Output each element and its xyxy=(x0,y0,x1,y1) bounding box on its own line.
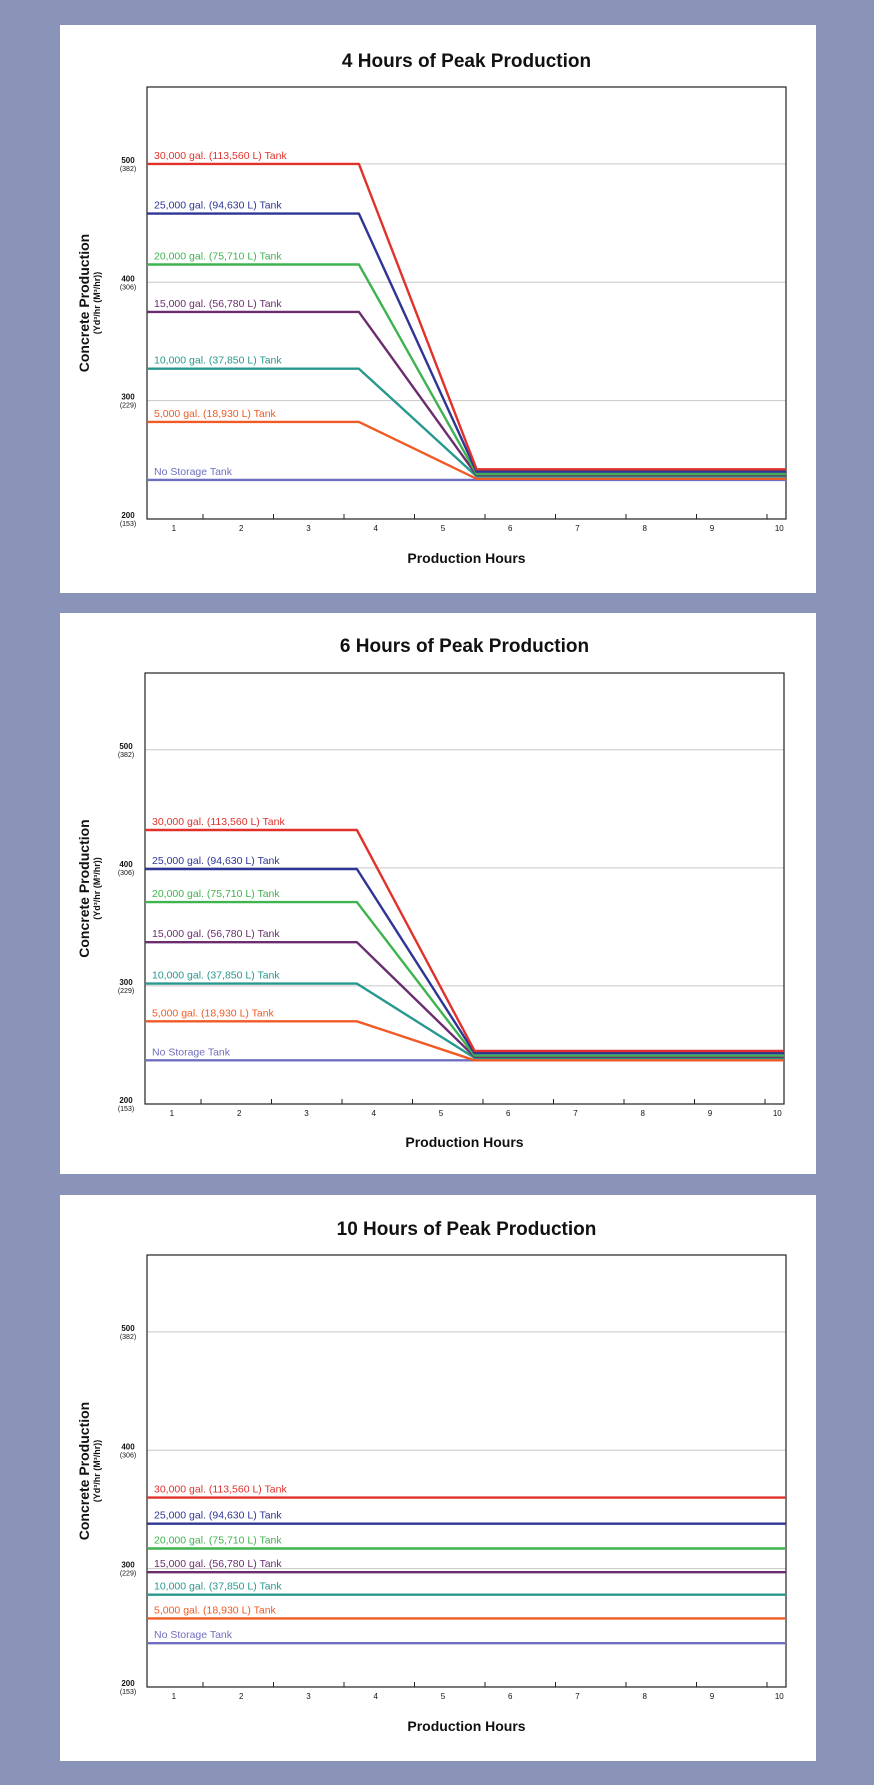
x-tick-label: 10 xyxy=(775,524,784,533)
x-tick-label: 6 xyxy=(506,1109,511,1118)
x-tick-label: 8 xyxy=(643,1692,648,1701)
series-label-15-000-gal-56-780-l-tank: 15,000 gal. (56,780 L) Tank xyxy=(152,928,280,940)
x-tick-label: 1 xyxy=(172,1692,177,1701)
y-axis-subtitle: (Yd³/hr (M³/hr)) xyxy=(92,1440,102,1502)
x-axis-title: Production Hours xyxy=(405,1134,523,1150)
series-label-25-000-gal-94-630-l-tank: 25,000 gal. (94,630 L) Tank xyxy=(154,200,282,212)
y-tick-label: 500 xyxy=(121,1324,135,1333)
y-axis-subtitle: (Yd³/hr (M³/hr)) xyxy=(92,272,102,334)
x-axis-title: Production Hours xyxy=(407,550,525,566)
y-tick-label: 500 xyxy=(119,742,133,751)
y-tick-sublabel: (306) xyxy=(120,1452,136,1459)
series-label-5-000-gal-18-930-l-tank: 5,000 gal. (18,930 L) Tank xyxy=(152,1007,275,1019)
y-tick-label: 400 xyxy=(121,1442,135,1451)
x-tick-label: 10 xyxy=(773,1109,782,1118)
series-label-no-storage-tank: No Storage Tank xyxy=(154,466,233,478)
y-tick-label: 300 xyxy=(119,978,133,987)
series-label-30-000-gal-113-560-l-tank: 30,000 gal. (113,560 L) Tank xyxy=(152,816,285,828)
x-tick-label: 8 xyxy=(641,1109,646,1118)
series-label-10-000-gal-37-850-l-tank: 10,000 gal. (37,850 L) Tank xyxy=(154,355,282,367)
chart-svg: 4 Hours of Peak Production 200(153) 300(22… xyxy=(60,25,816,593)
x-tick-label: 1 xyxy=(172,524,177,533)
y-tick-sublabel: (382) xyxy=(120,1334,136,1341)
y-tick-label: 300 xyxy=(121,393,135,402)
y-tick-sublabel: (229) xyxy=(120,1571,136,1578)
y-tick-sublabel: (153) xyxy=(120,1689,136,1696)
x-tick-label: 10 xyxy=(775,1692,784,1701)
y-tick-label: 500 xyxy=(121,156,135,165)
x-tick-label: 2 xyxy=(237,1109,242,1118)
series-label-5-000-gal-18-930-l-tank: 5,000 gal. (18,930 L) Tank xyxy=(154,1604,277,1616)
y-tick-label: 200 xyxy=(121,511,135,520)
series-label-no-storage-tank: No Storage Tank xyxy=(154,1629,233,1641)
chart-panel-4-hours: 4 Hours of Peak Production 200 (153) 300 (22… xyxy=(60,25,816,593)
series-label-10-000-gal-37-850-l-tank: 10,000 gal. (37,850 L) Tank xyxy=(152,970,280,982)
x-tick-label: 7 xyxy=(575,524,580,533)
y-tick-label: 400 xyxy=(121,274,135,283)
series-label-no-storage-tank: No Storage Tank xyxy=(152,1046,231,1058)
y-tick-sublabel: (382) xyxy=(120,166,136,173)
x-tick-label: 4 xyxy=(371,1109,376,1118)
x-tick-label: 9 xyxy=(710,1692,715,1701)
x-tick-label: 7 xyxy=(575,1692,580,1701)
x-tick-label: 3 xyxy=(304,1109,309,1118)
x-tick-label: 3 xyxy=(306,524,311,533)
x-tick-label: 5 xyxy=(441,1692,446,1701)
y-tick-sublabel: (153) xyxy=(120,521,136,528)
x-tick-label: 2 xyxy=(239,524,244,533)
x-tick-label: 7 xyxy=(573,1109,578,1118)
y-tick-sublabel: (306) xyxy=(120,284,136,291)
plot-frame xyxy=(147,1255,786,1687)
y-axis-title: Concrete Production xyxy=(76,819,92,957)
series-label-15-000-gal-56-780-l-tank: 15,000 gal. (56,780 L) Tank xyxy=(154,1558,282,1570)
chart-svg: 6 Hours of Peak Production 200(153) 300(22… xyxy=(60,613,816,1174)
y-tick-sublabel: (382) xyxy=(118,752,134,759)
y-tick-label: 200 xyxy=(119,1096,133,1105)
chart-title: 6 Hours of Peak Production xyxy=(340,636,589,657)
x-tick-label: 5 xyxy=(441,524,446,533)
series-label-30-000-gal-113-560-l-tank: 30,000 gal. (113,560 L) Tank xyxy=(154,1484,287,1496)
series-label-20-000-gal-75-710-l-tank: 20,000 gal. (75,710 L) Tank xyxy=(152,888,280,900)
y-tick-sublabel: (306) xyxy=(118,870,134,877)
x-axis-title: Production Hours xyxy=(407,1718,525,1734)
x-tick-label: 8 xyxy=(643,524,648,533)
y-tick-sublabel: (229) xyxy=(120,403,136,410)
x-tick-label: 9 xyxy=(710,524,715,533)
chart-title: 4 Hours of Peak Production xyxy=(342,51,591,72)
y-axis-subtitle: (Yd³/hr (M³/hr)) xyxy=(92,857,102,919)
y-tick-sublabel: (153) xyxy=(118,1106,134,1113)
y-tick-label: 200 xyxy=(121,1679,135,1688)
x-tick-label: 9 xyxy=(708,1109,713,1118)
x-tick-label: 4 xyxy=(373,524,378,533)
y-tick-label: 300 xyxy=(121,1561,135,1570)
y-axis-title: Concrete Production xyxy=(76,234,92,372)
x-tick-label: 6 xyxy=(508,1692,513,1701)
series-label-25-000-gal-94-630-l-tank: 25,000 gal. (94,630 L) Tank xyxy=(154,1510,282,1522)
series-label-5-000-gal-18-930-l-tank: 5,000 gal. (18,930 L) Tank xyxy=(154,408,277,420)
chart-svg: 10 Hours of Peak Production 200(153) 300(2… xyxy=(60,1195,816,1761)
x-tick-label: 3 xyxy=(306,1692,311,1701)
y-axis-title: Concrete Production xyxy=(76,1402,92,1540)
y-tick-sublabel: (229) xyxy=(118,988,134,995)
chart-title: 10 Hours of Peak Production xyxy=(337,1219,597,1240)
series-label-10-000-gal-37-850-l-tank: 10,000 gal. (37,850 L) Tank xyxy=(154,1581,282,1593)
x-tick-label: 5 xyxy=(439,1109,444,1118)
series-label-20-000-gal-75-710-l-tank: 20,000 gal. (75,710 L) Tank xyxy=(154,251,282,263)
x-tick-label: 6 xyxy=(508,524,513,533)
series-label-15-000-gal-56-780-l-tank: 15,000 gal. (56,780 L) Tank xyxy=(154,298,282,310)
chart-panel-10-hours: 10 Hours of Peak Production 200 (153) 300 (2… xyxy=(60,1195,816,1761)
series-label-30-000-gal-113-560-l-tank: 30,000 gal. (113,560 L) Tank xyxy=(154,150,287,162)
y-tick-label: 400 xyxy=(119,860,133,869)
x-tick-label: 4 xyxy=(373,1692,378,1701)
series-label-20-000-gal-75-710-l-tank: 20,000 gal. (75,710 L) Tank xyxy=(154,1535,282,1547)
series-label-25-000-gal-94-630-l-tank: 25,000 gal. (94,630 L) Tank xyxy=(152,855,280,867)
x-tick-label: 1 xyxy=(170,1109,175,1118)
chart-panel-6-hours: 6 Hours of Peak Production 200 (153) 300 (22… xyxy=(60,613,816,1174)
x-tick-label: 2 xyxy=(239,1692,244,1701)
